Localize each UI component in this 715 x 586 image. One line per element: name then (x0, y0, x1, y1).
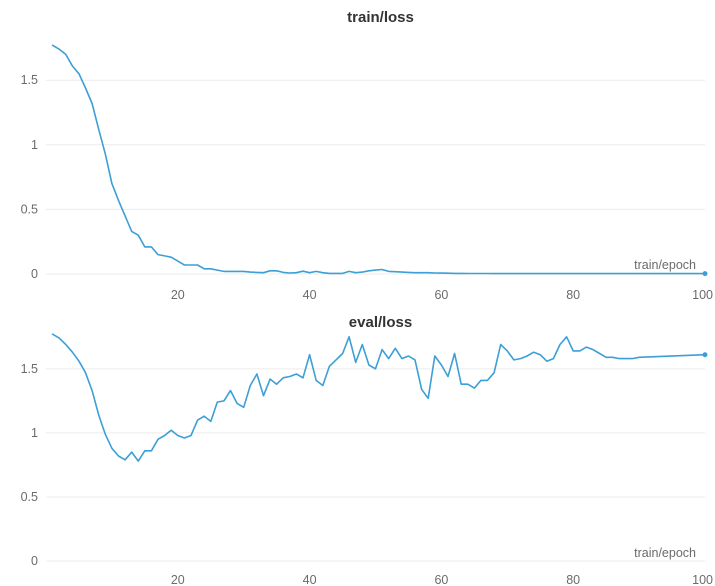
chart-1: eval/loss 0 0.5 1 1.5 20 40 60 80 100 train/epoch (21, 314, 713, 586)
x-tick-label: 100 (692, 573, 713, 586)
y-tick-label: 1.5 (21, 73, 38, 87)
y-tick-label: 0 (31, 267, 38, 281)
x-axis-label: train/epoch (634, 258, 696, 272)
y-tick-label: 1.5 (21, 362, 38, 376)
series-end-point (702, 352, 708, 358)
chart-title: train/loss (347, 9, 414, 26)
x-axis-label: train/epoch (634, 546, 696, 560)
chart-title: eval/loss (349, 314, 412, 331)
x-tick-label: 20 (171, 573, 185, 586)
x-tick-label: 100 (692, 288, 713, 302)
y-tick-label: 0.5 (21, 490, 38, 504)
x-tick-label: 60 (434, 288, 448, 302)
series-end-point (702, 271, 708, 277)
y-tick-label: 0 (31, 554, 38, 568)
series-line (51, 44, 706, 275)
y-tick-label: 1 (31, 138, 38, 152)
x-tick-label: 40 (303, 288, 317, 302)
x-tick-label: 40 (303, 573, 317, 586)
x-tick-label: 80 (566, 288, 580, 302)
x-tick-label: 60 (434, 573, 448, 586)
series-line (51, 333, 706, 462)
y-tick-label: 0.5 (21, 202, 38, 216)
x-tick-label: 80 (566, 573, 580, 586)
x-tick-label: 20 (171, 288, 185, 302)
chart-0: train/loss 0 0.5 1 1.5 20 40 60 80 100 train/epoch (21, 9, 713, 302)
y-tick-label: 1 (31, 426, 38, 440)
